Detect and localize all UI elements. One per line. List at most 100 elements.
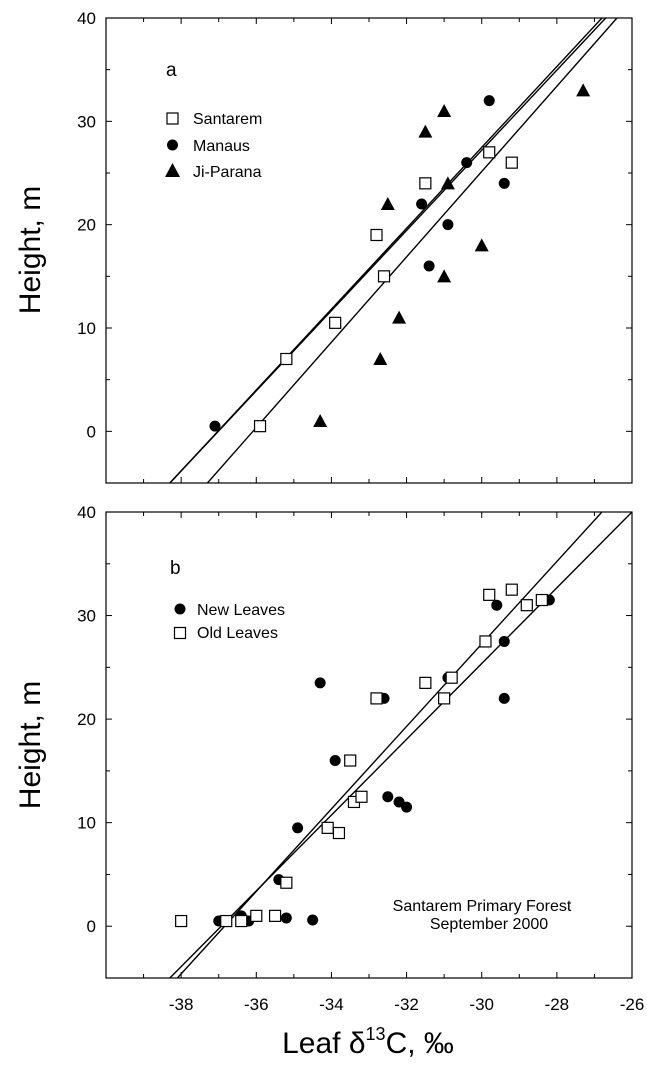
x-tick-label: -32: [394, 995, 419, 1014]
point-old-leaves: [355, 790, 368, 803]
point-santarem: [370, 228, 383, 242]
y-tick-label: 30: [77, 607, 96, 626]
x-tick-label: -34: [319, 995, 344, 1014]
point-santarem: [505, 156, 518, 169]
legend-marker-ji-parana: [165, 163, 180, 177]
y-tick-label: 30: [77, 112, 96, 131]
annotation-line: September 2000: [430, 916, 548, 933]
point-old-leaves: [535, 593, 548, 607]
point-old-leaves: [445, 671, 458, 684]
y-tick-label: 10: [77, 814, 96, 833]
axis-ticks: 0 10 20 30 40: [77, 503, 633, 979]
point-new-leaves: [382, 791, 394, 803]
point-manaus: [423, 260, 435, 272]
panel-label: b: [170, 558, 181, 579]
x-tick-label: -26: [620, 995, 645, 1014]
point-old-leaves: [479, 635, 492, 648]
point-manaus: [416, 198, 428, 210]
legend-marker-new-leaves: [174, 603, 186, 615]
axis-ticks: 0 10 20 30 40: [77, 9, 633, 484]
y-tick-label: 40: [77, 503, 96, 522]
point-new-leaves: [498, 635, 510, 647]
y-axis-title: Height, m: [14, 186, 47, 314]
point-new-leaves: [401, 801, 413, 813]
point-old-leaves: [268, 909, 282, 922]
point-old-leaves: [321, 821, 334, 834]
y-tick-label: 40: [77, 9, 96, 28]
point-manaus: [442, 219, 454, 231]
point-manaus: [483, 95, 495, 107]
point-old-leaves: [370, 692, 383, 705]
point-ji-parana: [373, 352, 388, 365]
point-santarem: [419, 177, 432, 190]
point-new-leaves: [280, 912, 292, 924]
point-old-leaves: [505, 583, 518, 596]
y-tick-label: 0: [87, 422, 96, 441]
point-old-leaves: [280, 876, 293, 889]
fit-line: [176, 512, 603, 978]
fit-line: [206, 18, 618, 483]
fit-lines: [169, 18, 618, 483]
x-axis-title-superscript: 13: [366, 1024, 386, 1044]
legend-marker-santarem: [166, 112, 179, 125]
fit-line: [169, 18, 603, 483]
fit-lines: [169, 512, 632, 978]
fit-line: [169, 512, 632, 978]
point-new-leaves: [307, 914, 319, 926]
point-manaus: [461, 157, 473, 169]
annotation-line: Santarem Primary Forest: [393, 898, 572, 915]
legend-marker-old-leaves: [173, 626, 187, 640]
point-manaus: [498, 177, 510, 189]
point-manaus: [209, 420, 221, 432]
point-old-leaves: [332, 826, 346, 840]
x-tick-label: -38: [169, 995, 194, 1014]
point-old-leaves: [235, 914, 248, 928]
point-new-leaves: [498, 692, 510, 704]
point-santarem: [329, 316, 342, 329]
point-old-leaves: [520, 599, 533, 612]
legend-marker-manaus: [167, 139, 178, 151]
legend-label: Manaus: [193, 138, 250, 155]
x-axis-title: Leaf δ13C, ‰: [282, 1024, 454, 1060]
legend: Santarem Manaus Ji-Parana: [165, 111, 262, 181]
point-old-leaves: [250, 909, 263, 922]
point-santarem: [377, 270, 391, 283]
point-old-leaves: [438, 692, 451, 705]
y-tick-label: 10: [77, 319, 96, 338]
data-points: [175, 583, 555, 928]
panel-label: a: [166, 60, 177, 81]
y-tick-label: 20: [77, 710, 96, 729]
point-santarem: [253, 420, 267, 433]
legend: New Leaves Old Leaves: [173, 602, 285, 642]
point-old-leaves: [344, 754, 357, 767]
point-ji-parana: [418, 124, 433, 138]
point-ji-parana: [437, 104, 452, 117]
x-tick-label: -30: [469, 995, 494, 1014]
point-ji-parana: [440, 176, 455, 190]
panel-b: 0 10 20 30 40 b New Leaves Old Leaves Santar…: [14, 503, 633, 979]
legend-label: Santarem: [193, 111, 262, 128]
point-old-leaves: [220, 914, 233, 928]
point-ji-parana: [380, 197, 395, 210]
point-ji-parana: [474, 238, 489, 252]
point-santarem: [280, 352, 293, 366]
point-new-leaves: [292, 822, 304, 834]
point-new-leaves: [491, 599, 503, 611]
y-axis-title: Height, m: [14, 681, 47, 809]
x-tick-labels: -38 -36 -34 -32 -30 -28 -26: [169, 995, 644, 1014]
panel-a: 0 10 20 30 40 a Santarem Manaus Ji-Parana He…: [14, 9, 633, 484]
x-tick-label: -36: [244, 995, 269, 1014]
legend-label: Old Leaves: [197, 625, 278, 642]
point-old-leaves: [483, 588, 496, 601]
point-old-leaves: [175, 914, 188, 928]
x-tick-label: -28: [545, 995, 570, 1014]
point-ji-parana: [392, 310, 407, 324]
y-tick-label: 20: [77, 216, 96, 235]
x-axis-title-suffix: C, ‰: [386, 1027, 454, 1060]
data-points: [209, 83, 591, 433]
y-tick-label: 0: [87, 917, 96, 936]
point-ji-parana: [437, 269, 452, 283]
x-axis-title-prefix: Leaf δ: [282, 1027, 365, 1060]
legend-label: New Leaves: [197, 602, 285, 619]
